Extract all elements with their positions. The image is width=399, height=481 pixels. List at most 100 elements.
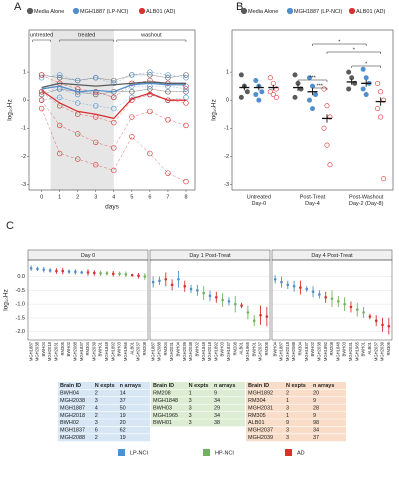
table-cell: MGH2018 [60, 413, 85, 419]
x-tick-label: BWH03 [117, 341, 122, 356]
y-tick-label: 0 [23, 98, 26, 104]
mean-line [41, 82, 186, 93]
table-cell: 1 [286, 398, 289, 404]
data-point [129, 97, 135, 103]
data-point [147, 72, 153, 78]
data-point [38, 97, 45, 103]
data-point [208, 294, 212, 298]
y-tick-label: -3 [21, 182, 26, 188]
data-point [165, 89, 171, 95]
data-point [129, 72, 135, 78]
data-point [93, 91, 99, 98]
x-tick-label: MGH2038 [188, 341, 193, 361]
data-point [309, 106, 315, 112]
legend-label: AD [297, 450, 305, 456]
table-cell: BWH02 [60, 420, 79, 426]
table-cell: 3 [286, 428, 289, 434]
x-tick-label: 2 [76, 194, 79, 200]
x-tick-label: MGH1887 [150, 341, 155, 361]
data-point [215, 295, 218, 299]
data-point [337, 300, 340, 303]
table-cell: 1 [189, 391, 192, 397]
x-tick-label: MGH1887 [279, 341, 284, 361]
significance-bracket [351, 65, 381, 68]
data-point [183, 89, 189, 95]
data-point [202, 291, 205, 295]
data-point [111, 80, 117, 87]
data-point [165, 170, 171, 176]
data-point [183, 100, 189, 106]
table-header: N expts [286, 383, 306, 389]
panel-label: A [14, 1, 22, 13]
x-tick-label: 6 [148, 194, 151, 200]
data-point [387, 324, 391, 328]
data-point [183, 284, 187, 288]
table-cell: 3 [286, 435, 289, 441]
data-point [381, 323, 384, 327]
table-cell: 9 [214, 391, 217, 397]
data-point [253, 92, 259, 98]
data-point [67, 270, 71, 273]
treated-shade [50, 30, 114, 190]
x-tick-label: MGH2039 [91, 341, 96, 361]
x-tick-label: MGH1965 [245, 341, 250, 361]
data-point [61, 269, 65, 273]
x-tick-label: RM305 [60, 341, 65, 355]
x-tick-label: MGH2037 [373, 341, 378, 361]
data-point [56, 122, 63, 129]
x-tick-label: MGH2037 [258, 341, 263, 361]
x-tick-label: MGH1965 [354, 341, 359, 361]
data-point [38, 72, 45, 78]
x-tick-label: MGH1837 [226, 341, 231, 361]
table-cell: 14 [120, 391, 126, 397]
data-point [75, 100, 81, 106]
data-point [270, 92, 276, 98]
data-point [363, 75, 369, 81]
data-point [111, 119, 117, 126]
x-tick-label: MGH2088 [291, 341, 296, 361]
x-tick-label: Day-2 (Day-8) [349, 201, 384, 207]
table-cell: 34 [313, 428, 319, 434]
data-point [346, 69, 352, 75]
y-axis-label: log₁₀Hz [7, 99, 14, 121]
data-point [143, 275, 147, 278]
significance-bracket [297, 79, 328, 82]
x-tick-label: RM208 [142, 341, 147, 355]
legend-marker [26, 7, 34, 15]
table-cell: 62 [120, 428, 126, 434]
data-point [75, 77, 81, 84]
x-tick-label: BWH03 [342, 341, 347, 356]
table-cell: 3 [189, 398, 192, 404]
facet-title: Day 0 [81, 253, 95, 259]
data-point [368, 315, 372, 318]
x-tick-label: RM304 [298, 341, 303, 355]
data-point [267, 75, 273, 81]
data-point [330, 297, 334, 300]
data-point [55, 269, 58, 273]
table-cell: 20 [120, 420, 126, 426]
x-tick-label: ALB01 [239, 341, 244, 354]
legend-label: MGH1887 (LP-NCI) [294, 9, 342, 15]
data-point [111, 145, 117, 151]
data-point [158, 279, 161, 282]
data-point [183, 75, 189, 81]
data-point [36, 267, 39, 271]
data-point [189, 287, 193, 291]
data-point [233, 302, 237, 306]
x-tick-label: MGH2031 [169, 341, 174, 361]
x-tick-label: MGH2018 [207, 341, 212, 361]
data-point [56, 72, 63, 78]
x-tick-label: MGH1848 [104, 341, 109, 361]
table-cell: 34 [214, 413, 220, 419]
x-tick-label: MGH2031 [348, 341, 353, 361]
table-cell: 3 [95, 420, 98, 426]
data-point [29, 266, 33, 270]
data-point [75, 156, 81, 162]
data-point [183, 122, 189, 129]
data-point [165, 75, 171, 81]
data-point [240, 304, 243, 307]
data-point [273, 278, 277, 281]
x-tick-label: MGH2088 [157, 341, 162, 361]
